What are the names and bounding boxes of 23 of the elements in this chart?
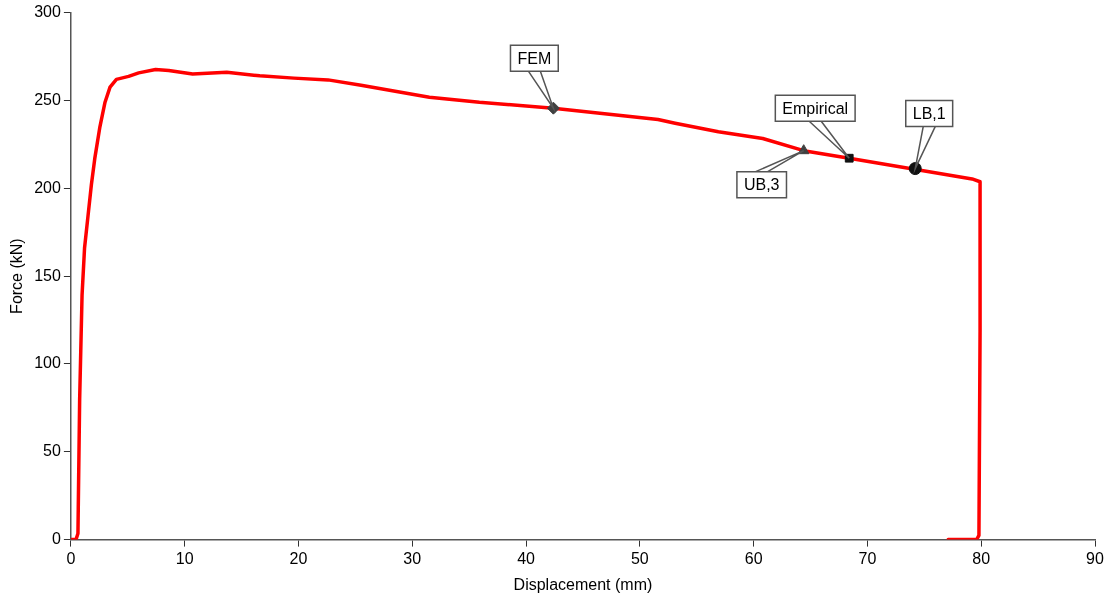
annotation: Empirical [782,99,849,117]
x-tick-label: 0 [66,549,76,567]
y-tick-label: 250 [34,90,61,108]
x-tick-label: 90 [1086,549,1104,567]
x-tick-label: 10 [175,549,194,567]
y-tick-label: 150 [34,266,61,284]
y-tick-label: 0 [51,530,61,548]
y-tick-label: 50 [43,442,61,460]
annotation: LB,1 [912,105,946,122]
x-tick-label: 60 [744,549,763,567]
x-tick-label: 80 [972,549,991,567]
y-tick-label: 300 [34,3,61,21]
annotation: UB,3 [743,176,780,194]
y-tick-label: 100 [34,354,61,372]
annotation: FEM [517,49,552,67]
y-tick-label: 200 [34,178,61,196]
x-axis-title: Displacement (mm) [513,575,653,593]
x-tick-label: 40 [517,549,536,567]
x-tick-label: 50 [630,549,649,567]
y-axis-title: Force (kN) [8,238,26,314]
x-tick-label: 30 [403,549,422,567]
x-tick-label: 20 [289,549,308,567]
x-tick-label: 70 [858,549,877,567]
